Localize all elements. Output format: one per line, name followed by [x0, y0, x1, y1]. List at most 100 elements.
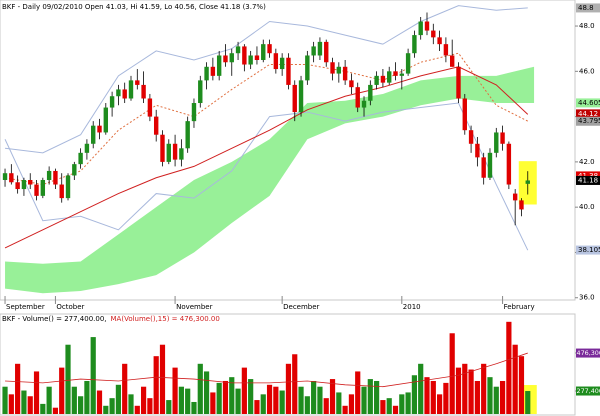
candle-body — [135, 80, 140, 85]
volume-bar — [336, 392, 342, 414]
volume-bar — [317, 386, 323, 414]
x-tick-label: December — [283, 303, 319, 311]
candle-body — [9, 173, 14, 183]
volume-bar — [411, 375, 418, 414]
volume-bar — [361, 386, 367, 414]
candle-body — [254, 55, 260, 60]
volume-bar — [248, 379, 254, 414]
candle-body — [223, 55, 228, 63]
y-tick-label: 36.0 — [579, 294, 595, 302]
x-tick-label: February — [504, 303, 535, 311]
candle-body — [412, 35, 417, 54]
value-tag-label: 41.38 — [578, 172, 598, 180]
candle-body — [84, 143, 90, 153]
candle-body — [512, 193, 518, 201]
value-tag-label: 38.105 — [578, 246, 600, 254]
volume-bar — [15, 363, 21, 414]
candle-body — [519, 200, 524, 210]
volume-bar — [525, 391, 531, 414]
candle-body — [506, 143, 512, 185]
volume-bar — [443, 382, 449, 414]
volume-bar — [468, 369, 474, 414]
volume-title: BKF - Volume() = 277,400.00, — [2, 315, 107, 323]
candle-body — [298, 80, 304, 113]
candle-body — [475, 143, 480, 158]
candle-body — [418, 21, 423, 36]
volume-bar — [78, 396, 84, 414]
candle-body — [525, 180, 530, 184]
value-tag-label: 44.605 — [578, 99, 600, 107]
candle-body — [500, 132, 505, 144]
volume-bar — [241, 367, 247, 414]
candle-body — [317, 41, 323, 56]
volume-bar — [178, 386, 184, 414]
volume-bar — [481, 363, 487, 414]
candle-body — [128, 80, 134, 99]
volume-bar — [65, 344, 71, 414]
candle-body — [28, 180, 33, 185]
candle-body — [210, 66, 216, 76]
candle-body — [53, 170, 58, 185]
volume-bar — [96, 390, 103, 414]
candle-body — [292, 84, 297, 113]
x-tick-label: September — [6, 303, 45, 311]
volume-bar — [2, 386, 8, 414]
candle-body — [387, 71, 392, 83]
volume-bar — [355, 371, 361, 414]
volume-bar — [197, 363, 203, 414]
candle-body — [468, 130, 474, 144]
candle-body — [59, 184, 64, 199]
volume-bar — [518, 356, 525, 414]
x-tick-label: October — [56, 303, 84, 311]
value-tag — [576, 175, 600, 185]
volume-bar — [235, 388, 241, 414]
candle-body — [494, 132, 499, 153]
candle-body — [330, 62, 335, 74]
volume-bar — [90, 337, 96, 414]
candle-body — [361, 100, 367, 108]
candle-body — [153, 116, 159, 135]
candle-body — [166, 143, 171, 162]
value-tag — [576, 245, 600, 255]
candle-body — [481, 157, 486, 178]
candle-body — [311, 46, 316, 56]
volume-bar — [84, 380, 90, 414]
volume-bar — [222, 380, 229, 414]
volume-bar — [285, 363, 292, 414]
candle-body — [109, 96, 115, 108]
candle-body — [399, 73, 405, 76]
candle-body — [160, 134, 165, 162]
volume-bar — [153, 356, 159, 414]
candle-body — [405, 53, 411, 74]
volume-bar — [298, 386, 304, 414]
candle-body — [78, 152, 83, 165]
y-tick-label: 42.0 — [579, 158, 595, 166]
candle-body — [97, 125, 102, 133]
volume-bar — [33, 371, 40, 414]
volume-bar — [266, 384, 273, 414]
volume-bar — [21, 390, 27, 414]
candle-body — [431, 30, 436, 38]
volume-bar — [436, 394, 443, 414]
volume-bar — [229, 377, 235, 414]
candle-body — [122, 89, 127, 99]
volume-bar — [166, 400, 172, 414]
candle-body — [286, 57, 291, 85]
volume-bar — [304, 396, 310, 414]
volume-bar — [462, 363, 468, 414]
candle-body — [248, 55, 253, 65]
candle-body — [368, 84, 373, 101]
x-tick-label: 2010 — [403, 303, 421, 311]
candle-body — [242, 46, 247, 65]
volume-bar — [506, 321, 512, 414]
volume-bar — [348, 394, 355, 414]
candle-body — [324, 41, 329, 63]
candle-body — [91, 125, 96, 144]
candle-body — [487, 152, 493, 178]
candle-body — [267, 44, 272, 54]
volume-bar — [430, 380, 436, 414]
value-tag — [576, 171, 600, 181]
candle-body — [198, 80, 203, 104]
volume-bar — [40, 403, 46, 414]
indicator-line — [4, 5, 528, 154]
